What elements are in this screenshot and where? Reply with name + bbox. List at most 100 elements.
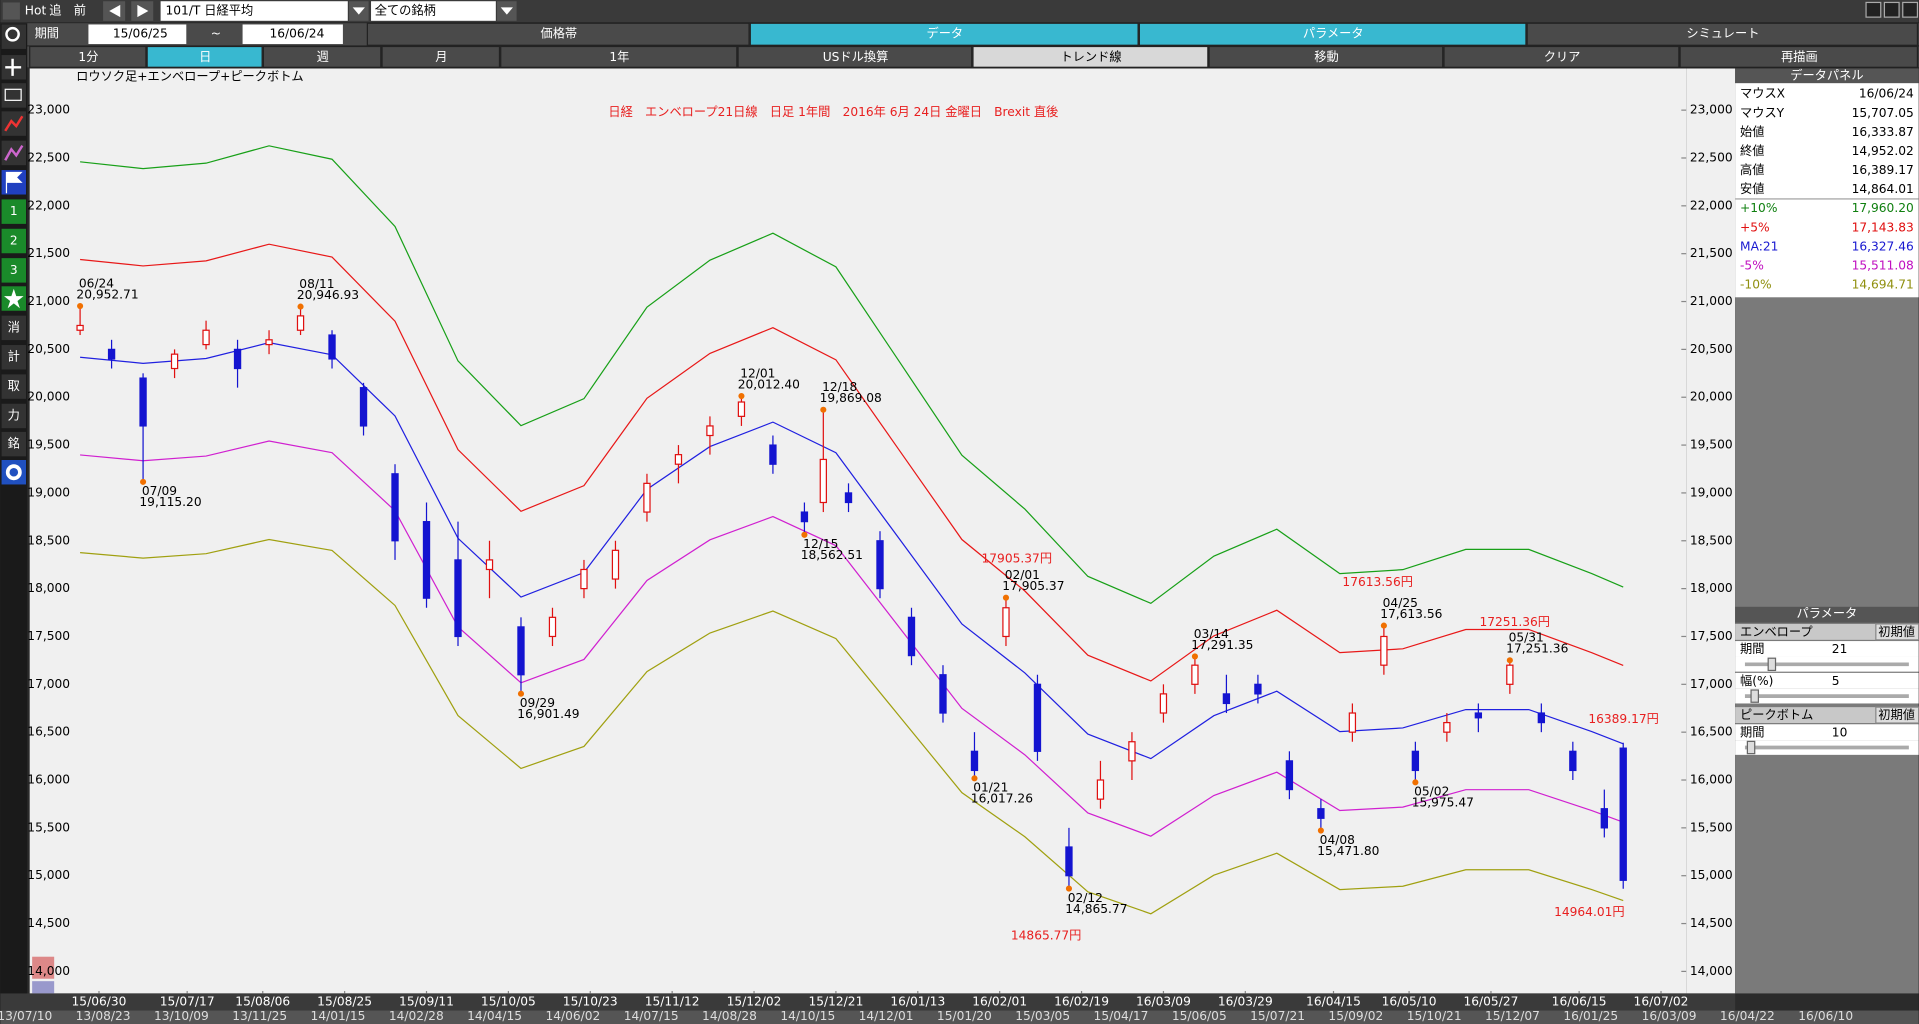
overview-date: 15/09/02 [1328, 1009, 1383, 1023]
window-button[interactable] [1902, 1, 1919, 18]
tool-button[interactable] [1, 228, 27, 254]
peak-value: 17,291.35 [1191, 638, 1253, 652]
x-tick-label: 15/10/23 [563, 994, 618, 1008]
date-box[interactable] [88, 24, 187, 45]
overview-date: 16/01/25 [1563, 1009, 1618, 1023]
y-tick-label: 20,000 [27, 390, 70, 404]
row-label: +5% [1740, 220, 1770, 234]
tab-label: データ [926, 26, 963, 41]
tab[interactable] [366, 22, 750, 46]
row-value: 14,694.71 [1852, 278, 1914, 292]
tab[interactable] [1526, 22, 1919, 46]
candle-body [296, 315, 305, 331]
candle-body [611, 549, 620, 580]
symbol-box[interactable] [160, 1, 348, 21]
peak-value: 15,975.47 [1412, 796, 1474, 810]
slider-thumb[interactable] [1746, 740, 1756, 755]
tab[interactable] [500, 45, 738, 68]
tab[interactable] [1208, 45, 1444, 68]
candle-body [1002, 607, 1010, 638]
arrow [352, 7, 365, 15]
tool-label: 銘 [8, 436, 20, 451]
peak-marker [1317, 827, 1324, 834]
tool-button[interactable] [1, 199, 27, 224]
tool-button[interactable] [1, 345, 27, 370]
y-tick-label: 21,000 [27, 294, 70, 308]
icon-glyph [5, 58, 22, 76]
candle-body [1285, 760, 1294, 791]
toolbar-button[interactable]: 前 [74, 3, 86, 18]
y-tick-label: 14,500 [1690, 916, 1733, 930]
tool-button[interactable] [1, 374, 27, 399]
window-button[interactable] [1883, 1, 1900, 18]
date-box[interactable] [242, 24, 343, 45]
param-label: 幅(%) [1740, 673, 1773, 688]
candle-body [1317, 808, 1325, 819]
tab-label: 移動 [1314, 50, 1338, 64]
x-tick-label: 15/09/11 [399, 994, 454, 1008]
y-tick-label: 16,000 [27, 773, 70, 787]
tab[interactable] [262, 45, 382, 68]
row-value: 14,952.02 [1852, 144, 1914, 158]
overview-date: 13/11/25 [232, 1009, 287, 1023]
overview-date: 14/08/28 [702, 1009, 757, 1023]
candle-body [1096, 779, 1105, 800]
date-to: 16/06/24 [269, 27, 324, 41]
tab[interactable] [1443, 45, 1680, 68]
reset-label: 初期値 [1878, 624, 1915, 639]
y-tick-label: 18,500 [27, 533, 70, 547]
tab[interactable] [972, 45, 1209, 68]
candle-body [1380, 635, 1388, 666]
icon-glyph [5, 464, 22, 481]
universe-box[interactable] [371, 1, 496, 21]
candle-body [1443, 721, 1451, 733]
slider-thumb[interactable] [1750, 689, 1760, 703]
tool-button[interactable] [1, 315, 27, 341]
window-button[interactable] [1865, 1, 1882, 18]
y-tick-label: 20,500 [27, 342, 70, 356]
tab[interactable] [1679, 45, 1919, 68]
tool-button[interactable] [1, 258, 27, 283]
candle-body [1254, 683, 1262, 695]
icon [2, 2, 20, 20]
overview-date: 15/01/20 [937, 1009, 992, 1023]
tab[interactable] [737, 45, 973, 68]
tool-button[interactable] [1, 403, 27, 429]
candle-body [1065, 846, 1073, 877]
tab[interactable] [381, 45, 501, 68]
tab-label: USドル換算 [823, 49, 889, 64]
candle-body [580, 568, 588, 590]
tool-button[interactable] [1, 460, 27, 485]
candle-body [170, 353, 179, 370]
overview-date: 15/03/05 [1015, 1009, 1070, 1023]
y-tick-label: 16,500 [1690, 725, 1733, 739]
toolbar-button[interactable]: 追 [49, 3, 61, 18]
row-value: 17,143.83 [1852, 220, 1914, 234]
peak-marker [1191, 653, 1198, 660]
tool-button[interactable] [32, 956, 55, 979]
tab[interactable] [749, 22, 1139, 46]
annotation: 17251.36円 [1479, 615, 1550, 629]
arrow [500, 7, 513, 15]
peak-value: 19,115.20 [139, 495, 201, 509]
y-tick-label: 22,000 [27, 198, 70, 212]
tab[interactable] [29, 45, 147, 68]
candle-body [391, 473, 399, 542]
section-label: エンベロープ [1740, 625, 1813, 639]
tool-button[interactable] [32, 981, 55, 994]
peak-date: 04/25 [1383, 596, 1418, 610]
candle-body [819, 458, 827, 504]
row-value: 15,511.08 [1852, 258, 1914, 272]
y-tick-label: 18,000 [1690, 581, 1733, 595]
slider-thumb[interactable] [1767, 657, 1777, 672]
tab[interactable] [146, 45, 263, 68]
tool-label: 1 [10, 204, 18, 218]
peak-value: 20,012.40 [738, 378, 800, 392]
x-tick-label: 15/12/02 [727, 994, 782, 1008]
tool-button[interactable] [1, 431, 27, 457]
tool-label: 3 [10, 263, 18, 277]
tab[interactable] [1138, 22, 1527, 46]
peak-date: 02/12 [1068, 891, 1103, 905]
section-header [1735, 707, 1919, 724]
toolbar-button[interactable]: Hot [25, 4, 47, 18]
